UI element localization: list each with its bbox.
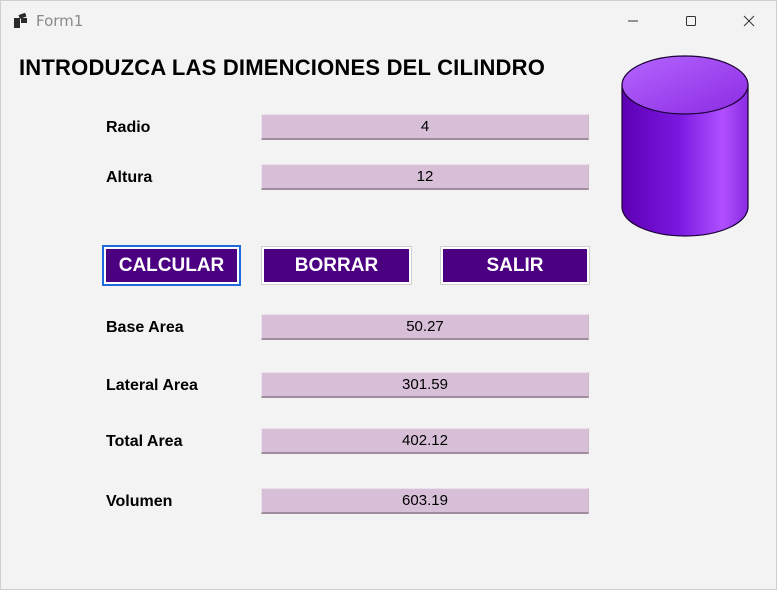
form-app-icon xyxy=(14,13,27,28)
base-area-output[interactable] xyxy=(261,314,589,340)
cylinder-picture xyxy=(621,55,749,237)
volumen-label: Volumen xyxy=(106,493,173,510)
total-area-label: Total Area xyxy=(106,433,183,450)
maximize-icon xyxy=(686,16,696,26)
lateral-area-label: Lateral Area xyxy=(106,377,198,394)
minimize-icon xyxy=(628,20,638,22)
base-area-label: Base Area xyxy=(106,319,184,336)
close-icon xyxy=(743,15,755,27)
window-title: Form1 xyxy=(36,12,84,30)
radio-input[interactable] xyxy=(261,114,589,140)
calcular-button[interactable]: CALCULAR xyxy=(102,245,241,286)
title-bar[interactable]: Form1 xyxy=(1,1,776,41)
altura-input[interactable] xyxy=(261,164,589,190)
altura-label: Altura xyxy=(106,169,153,186)
maximize-button[interactable] xyxy=(662,1,720,41)
form-client-area: INTRODUZCA LAS DIMENCIONES DEL CILINDRO … xyxy=(1,41,776,589)
borrar-button[interactable]: BORRAR xyxy=(261,246,412,285)
close-button[interactable] xyxy=(720,1,777,41)
radio-label: Radio xyxy=(106,119,151,136)
form-heading: INTRODUZCA LAS DIMENCIONES DEL CILINDRO xyxy=(19,55,546,80)
volumen-output[interactable] xyxy=(261,488,589,514)
salir-button[interactable]: SALIR xyxy=(440,246,590,285)
minimize-button[interactable] xyxy=(604,1,662,41)
lateral-area-output[interactable] xyxy=(261,372,589,398)
total-area-output[interactable] xyxy=(261,428,589,454)
